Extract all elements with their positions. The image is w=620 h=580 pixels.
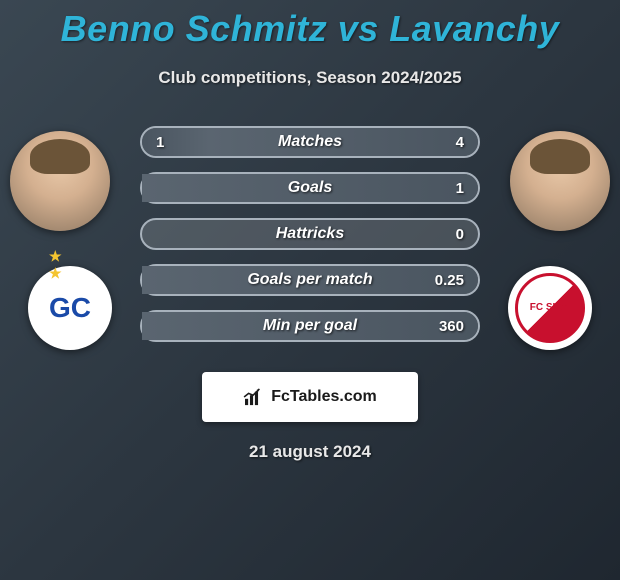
stat-fill-right <box>209 128 478 156</box>
brand-box[interactable]: FcTables.com <box>202 372 418 422</box>
stat-right-value: 0.25 <box>435 272 464 289</box>
stat-label: Goals <box>288 179 332 197</box>
stat-fill-left <box>142 128 209 156</box>
avatar-placeholder-icon <box>10 131 110 231</box>
club-right-label: FC SION <box>515 273 585 343</box>
club-left-initials: GC <box>49 292 91 324</box>
player-left-avatar <box>10 131 110 231</box>
comparison-card: Benno Schmitz vs Lavanchy Club competiti… <box>0 0 620 462</box>
player-right-avatar <box>510 131 610 231</box>
page-title: Benno Schmitz vs Lavanchy <box>0 8 620 50</box>
stat-row: Goals per match 0.25 <box>140 264 480 296</box>
stat-label: Goals per match <box>247 271 372 289</box>
stat-row: Min per goal 360 <box>140 310 480 342</box>
stat-right-value: 360 <box>439 318 464 335</box>
subtitle: Club competitions, Season 2024/2025 <box>0 68 620 88</box>
stat-row: Hattricks 0 <box>140 218 480 250</box>
chart-icon <box>243 388 265 406</box>
stats-list: 1 Matches 4 Goals 1 Hattricks 0 Goals per match… <box>140 126 480 356</box>
stat-right-value: 4 <box>456 134 464 151</box>
date-text: 21 august 2024 <box>0 442 620 462</box>
club-left-badge: ★ ★ GC <box>28 266 112 350</box>
avatar-placeholder-icon <box>510 131 610 231</box>
stat-row: 1 Matches 4 <box>140 126 480 158</box>
stat-row: Goals 1 <box>140 172 480 204</box>
stat-right-value: 1 <box>456 180 464 197</box>
star-icons: ★ ★ <box>49 248 91 282</box>
main-area: ★ ★ GC FC SION 1 Matches 4 Goals 1 Hattricks 0… <box>0 126 620 356</box>
brand-text: FcTables.com <box>271 388 377 406</box>
stat-right-value: 0 <box>456 226 464 243</box>
stat-left-value: 1 <box>156 134 164 151</box>
club-right-badge: FC SION <box>508 266 592 350</box>
stat-label: Hattricks <box>276 225 344 243</box>
stat-label: Matches <box>278 133 342 151</box>
stat-label: Min per goal <box>263 317 357 335</box>
